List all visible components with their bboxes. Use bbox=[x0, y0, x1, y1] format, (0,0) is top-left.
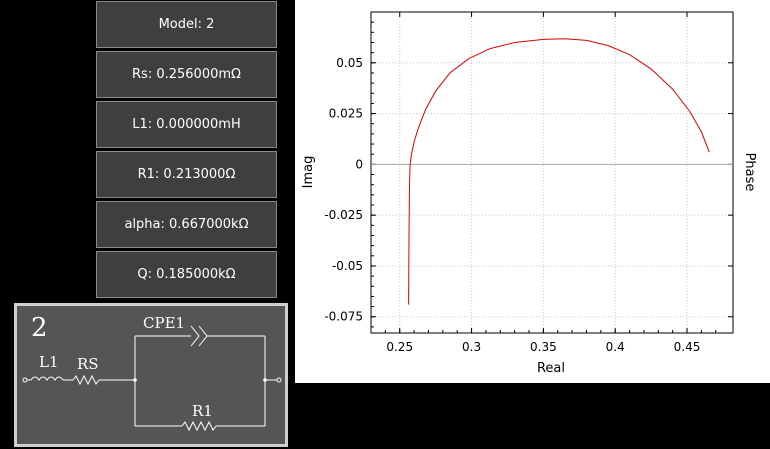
param-rs[interactable]: Rs: 0.256000mΩ bbox=[96, 51, 277, 98]
x-axis-label: Real bbox=[537, 361, 565, 376]
terminal-left bbox=[22, 377, 28, 383]
cpe1-element bbox=[190, 325, 200, 347]
y-tick-label: -0.05 bbox=[332, 259, 363, 273]
y-tick-label: -0.025 bbox=[324, 208, 363, 222]
label-rs: RS bbox=[77, 355, 99, 373]
y-tick-label: -0.075 bbox=[324, 310, 363, 324]
plot-grid bbox=[371, 12, 733, 333]
label-r1: R1 bbox=[192, 402, 213, 420]
param-q[interactable]: Q: 0.185000kΩ bbox=[96, 251, 277, 298]
resistor-r1 bbox=[181, 420, 217, 432]
circuit-svg: 2 L1 RS CPE1 R1 bbox=[22, 313, 282, 432]
plot-svg[interactable]: 0.25 0.3 0.35 0.4 0.45 0.05 0.025 0 -0.025 -0.05… bbox=[295, 0, 770, 383]
param-alpha[interactable]: alpha: 0.667000kΩ bbox=[96, 201, 277, 248]
y-tick-label: 0.025 bbox=[329, 107, 363, 121]
nyquist-plot[interactable]: 0.25 0.3 0.35 0.4 0.45 0.05 0.025 0 -0.025 -0.05… bbox=[295, 0, 770, 383]
label-l1: L1 bbox=[39, 353, 59, 371]
y-tick-labels: 0.05 0.025 0 -0.025 -0.05 -0.075 bbox=[324, 56, 363, 324]
label-cpe1: CPE1 bbox=[143, 314, 185, 332]
series-line-impedance bbox=[408, 38, 710, 305]
resistor-rs bbox=[72, 374, 100, 386]
y-axis-label: Imag bbox=[301, 156, 316, 189]
y2-axis-label: Phase bbox=[742, 153, 757, 192]
x-tick-label: 0.45 bbox=[674, 340, 701, 354]
param-model[interactable]: Model: 2 bbox=[96, 1, 277, 48]
x-tick-label: 0.3 bbox=[462, 340, 481, 354]
circuit-diagram: 2 L1 RS CPE1 R1 bbox=[14, 303, 288, 447]
model-number: 2 bbox=[31, 313, 48, 343]
terminal-right bbox=[276, 377, 282, 383]
parameter-panel: Model: 2 Rs: 0.256000mΩ L1: 0.000000mH R… bbox=[96, 1, 277, 301]
y-tick-label: 0.05 bbox=[336, 56, 363, 70]
plot-frame bbox=[370, 11, 734, 334]
x-tick-labels: 0.25 0.3 0.35 0.4 0.45 bbox=[386, 340, 700, 354]
inductor-l1 bbox=[30, 376, 64, 381]
x-tick-label: 0.35 bbox=[530, 340, 557, 354]
plot-ticks bbox=[371, 11, 733, 333]
y-tick-label: 0 bbox=[355, 157, 363, 171]
x-tick-label: 0.25 bbox=[386, 340, 413, 354]
x-tick-label: 0.4 bbox=[606, 340, 625, 354]
param-l1[interactable]: L1: 0.000000mH bbox=[96, 101, 277, 148]
param-r1[interactable]: R1: 0.213000Ω bbox=[96, 151, 277, 198]
